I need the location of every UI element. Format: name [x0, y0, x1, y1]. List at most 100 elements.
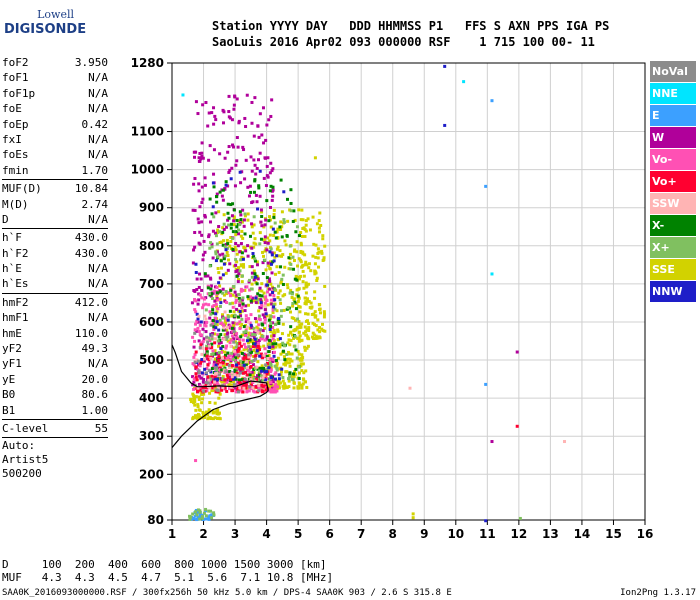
data-point: [262, 344, 266, 348]
param-divider: [2, 179, 108, 181]
data-point: [260, 214, 264, 218]
data-point: [287, 377, 291, 381]
data-point: [289, 201, 293, 205]
data-point: [234, 258, 238, 262]
data-point: [218, 276, 222, 280]
data-point: [296, 264, 300, 268]
data-point: [222, 262, 226, 266]
data-point: [249, 295, 253, 299]
data-point: [249, 381, 253, 385]
data-point: [318, 326, 322, 330]
data-point: [314, 243, 318, 247]
data-point: [312, 242, 316, 246]
data-point: [237, 293, 241, 297]
data-point: [228, 341, 232, 345]
data-point: [196, 359, 200, 363]
data-point: [226, 211, 230, 215]
data-point: [244, 304, 248, 308]
data-point: [248, 234, 252, 238]
data-point: [226, 246, 230, 250]
data-point: [198, 159, 202, 163]
data-point: [266, 356, 270, 360]
data-point: [299, 362, 303, 366]
data-point: [207, 408, 211, 412]
data-point: [197, 371, 201, 375]
data-point: [257, 297, 261, 301]
data-point: [205, 350, 209, 354]
data-point: [320, 249, 324, 253]
data-point: [253, 333, 257, 337]
data-point: [277, 271, 281, 275]
param-value: 110.0: [74, 326, 108, 340]
data-point: [204, 517, 208, 521]
data-point: [218, 390, 222, 394]
param-note: Artist5: [2, 453, 49, 467]
data-point: [271, 337, 275, 341]
data-point: [265, 354, 269, 358]
data-point: [207, 158, 211, 162]
data-point: [252, 269, 256, 273]
data-point: [302, 378, 306, 382]
data-point: [252, 278, 256, 282]
data-point: [248, 385, 252, 389]
data-point: [280, 277, 284, 281]
data-point: [200, 233, 204, 237]
data-point: [195, 288, 199, 292]
data-point: [242, 148, 246, 152]
data-point: [208, 316, 212, 320]
param-value: N/A: [88, 212, 108, 226]
data-point: [309, 301, 313, 305]
data-point: [236, 383, 240, 387]
data-point: [248, 265, 252, 269]
data-point: [272, 390, 276, 394]
data-point: [239, 344, 243, 348]
data-point: [279, 281, 283, 285]
data-point: [268, 171, 272, 175]
data-point: [242, 224, 246, 228]
data-point: [242, 386, 246, 390]
data-point: [294, 328, 298, 332]
data-point: [267, 318, 271, 322]
data-point: [195, 513, 199, 517]
data-point: [207, 509, 211, 513]
data-point: [279, 352, 283, 356]
data-point: [250, 282, 254, 286]
data-point: [233, 95, 237, 99]
data-point: [283, 239, 287, 243]
data-point: [219, 377, 223, 381]
data-point: [222, 239, 226, 243]
data-point: [246, 295, 250, 299]
data-point: [260, 322, 264, 326]
data-point: [235, 136, 239, 140]
data-point: [209, 356, 213, 360]
data-point: [218, 363, 222, 367]
data-point: [295, 240, 299, 244]
data-point: [317, 219, 321, 223]
data-point: [248, 326, 252, 330]
data-point: [221, 226, 225, 230]
data-point: [305, 297, 309, 301]
data-point: [299, 358, 303, 362]
data-point: [247, 331, 251, 335]
data-point: [201, 410, 205, 414]
data-point: [281, 322, 285, 326]
data-point: [248, 351, 252, 355]
data-point: [267, 264, 271, 268]
data-point: [241, 367, 245, 371]
param-value: N/A: [88, 148, 108, 162]
data-point: [215, 381, 219, 385]
data-point: [203, 215, 207, 219]
data-point: [322, 315, 326, 319]
data-point: [225, 344, 229, 348]
data-point: [198, 242, 202, 246]
data-point: [311, 215, 315, 219]
data-point: [304, 281, 308, 285]
data-point: [243, 377, 247, 381]
data-point: [212, 148, 216, 152]
data-point: [201, 346, 205, 350]
data-point: [250, 275, 254, 279]
data-point: [235, 260, 239, 264]
data-point: [234, 270, 238, 274]
data-point: [213, 382, 217, 386]
data-point: [193, 510, 197, 514]
